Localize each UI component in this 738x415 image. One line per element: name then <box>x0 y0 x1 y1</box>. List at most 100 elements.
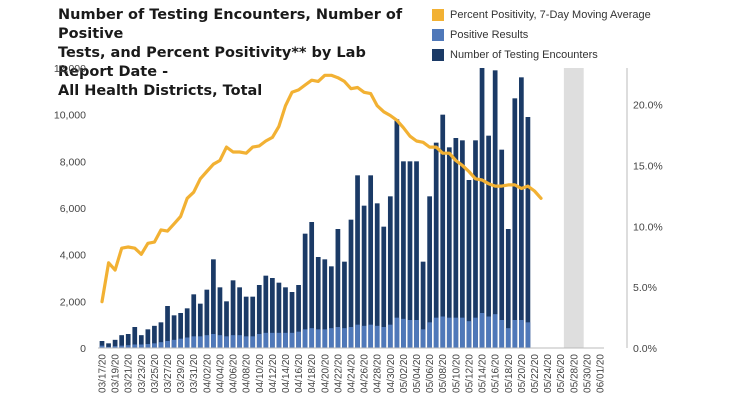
bar-encounters <box>453 138 459 348</box>
bar-encounters <box>446 147 452 348</box>
positivity-line-layer <box>100 73 543 304</box>
bar-positives <box>217 335 223 348</box>
bar-positives <box>230 335 236 348</box>
x-tick-label: 05/06/20 <box>425 354 436 393</box>
bar-positives <box>302 329 308 348</box>
bar-positives <box>125 345 131 348</box>
bar-positives <box>270 332 275 348</box>
bar-positives <box>420 329 426 348</box>
bar-encounters <box>368 175 374 348</box>
bar-positives <box>394 317 400 348</box>
bar-encounters <box>230 280 236 348</box>
bar-encounters <box>237 287 242 348</box>
legend-swatch-testing-encounters <box>432 49 444 61</box>
bar-encounters <box>191 294 197 348</box>
y-left-tick-label: 6,000 <box>60 203 86 215</box>
bar-positives <box>519 320 524 348</box>
bar-encounters <box>125 334 131 348</box>
x-tick-label: 04/02/20 <box>202 354 213 393</box>
bar-positives <box>374 325 380 348</box>
x-tick-label: 05/22/20 <box>530 354 541 393</box>
bar-encounters <box>145 329 151 348</box>
bar-encounters <box>178 313 183 348</box>
x-tick-label: 03/31/20 <box>189 354 200 393</box>
x-tick-label: 05/26/20 <box>556 354 567 393</box>
bar-encounters <box>224 301 229 348</box>
y-left-tick-label: 2,000 <box>60 296 86 308</box>
bar-encounters <box>165 306 170 348</box>
bar-positives <box>152 343 157 348</box>
bar-encounters <box>315 257 321 348</box>
bar-encounters <box>387 196 393 348</box>
bar-encounters <box>407 161 413 348</box>
bar-encounters <box>197 303 203 348</box>
bar-encounters <box>276 282 282 348</box>
bar-encounters <box>479 68 485 348</box>
legend-swatch-positive-results <box>432 29 444 41</box>
bar-encounters <box>263 275 269 348</box>
bar-positives <box>211 334 216 348</box>
bar-positives <box>466 321 472 348</box>
legend-swatch-positivity <box>432 9 444 21</box>
x-tick-label: 04/06/20 <box>229 354 240 393</box>
bar-encounters <box>361 205 367 348</box>
bar-positives <box>486 316 491 348</box>
bar-positives <box>368 324 374 348</box>
bar-positives <box>112 346 118 348</box>
bar-encounters <box>355 175 360 348</box>
x-tick-label: 05/02/20 <box>399 354 410 393</box>
x-tick-label: 05/28/20 <box>569 354 580 393</box>
x-tick-label: 05/10/20 <box>451 354 462 393</box>
y-left-tick-label: 0 <box>80 343 86 355</box>
bar-positives <box>315 329 321 348</box>
bar-encounters <box>342 261 347 348</box>
bar-positives <box>145 344 151 348</box>
bar-positives <box>132 344 138 348</box>
bar-positives <box>525 322 531 348</box>
x-tick-label: 06/01/20 <box>596 354 607 393</box>
y-right-tick-label: 15.0% <box>633 160 663 172</box>
x-tick-label: 05/20/20 <box>517 354 528 393</box>
x-tick-label: 03/19/20 <box>111 354 122 393</box>
bar-positives <box>328 328 334 348</box>
bar-positives <box>361 325 367 348</box>
bar-encounters <box>492 70 498 348</box>
x-tick-label: 05/08/20 <box>438 354 449 393</box>
x-tick-label: 03/29/20 <box>176 354 187 393</box>
bar-encounters <box>519 77 524 348</box>
bar-encounters <box>374 203 380 348</box>
legend-item-testing-encounters: Number of Testing Encounters <box>432 45 651 65</box>
x-tick-label: 05/30/20 <box>582 354 593 393</box>
bar-encounters <box>440 114 446 349</box>
bar-encounters <box>119 335 125 348</box>
bar-positives <box>342 328 347 348</box>
bar-encounters <box>328 266 334 348</box>
bar-positives <box>381 327 387 348</box>
bar-positives <box>387 324 393 348</box>
bar-encounters <box>473 140 478 348</box>
bar-positives <box>473 317 478 348</box>
bar-positives <box>184 337 190 348</box>
x-tick-label: 03/21/20 <box>124 354 135 393</box>
x-tick-label: 04/12/20 <box>268 354 279 393</box>
x-tick-label: 04/28/20 <box>373 354 384 393</box>
bar-encounters <box>112 339 118 348</box>
bar-positives <box>243 336 249 348</box>
bar-positives <box>414 320 419 348</box>
bar-encounters <box>466 180 472 348</box>
bar-positives <box>158 342 164 348</box>
x-tick-label: 03/17/20 <box>98 354 109 393</box>
bar-positives <box>460 317 465 348</box>
bar-encounters <box>348 219 354 348</box>
bar-positives <box>263 332 269 348</box>
x-tick-label: 03/25/20 <box>150 354 161 393</box>
bar-encounters <box>427 196 432 348</box>
bar-positives <box>348 327 354 348</box>
bar-encounters <box>132 327 138 348</box>
bar-positives <box>138 344 144 348</box>
bar-encounters <box>270 278 275 348</box>
bar-encounters <box>381 226 387 348</box>
x-tick-label: 04/20/20 <box>320 354 331 393</box>
bar-encounters <box>152 325 157 348</box>
bar-encounters <box>499 149 505 348</box>
